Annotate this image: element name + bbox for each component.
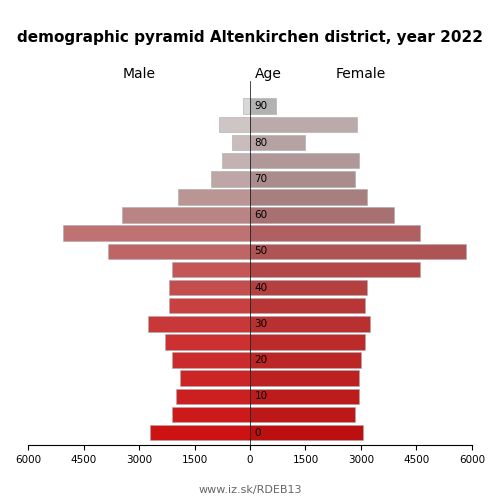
Bar bbox=[250, 171, 356, 186]
Text: 70: 70 bbox=[254, 174, 268, 184]
Bar bbox=[250, 116, 358, 132]
Bar bbox=[250, 388, 359, 404]
Text: 80: 80 bbox=[254, 138, 268, 147]
Text: Male: Male bbox=[122, 67, 156, 81]
Text: www.iz.sk/RDEB13: www.iz.sk/RDEB13 bbox=[198, 485, 302, 495]
Bar bbox=[150, 425, 250, 440]
Text: 50: 50 bbox=[254, 246, 268, 256]
Bar bbox=[250, 134, 306, 150]
Bar bbox=[232, 134, 250, 150]
Bar bbox=[250, 352, 361, 368]
Bar bbox=[250, 280, 366, 295]
Bar bbox=[250, 406, 356, 422]
Text: 30: 30 bbox=[254, 319, 268, 329]
Bar bbox=[165, 334, 250, 349]
Bar bbox=[63, 226, 250, 241]
Text: 0: 0 bbox=[254, 428, 261, 438]
Title: demographic pyramid Altenkirchen district, year 2022: demographic pyramid Altenkirchen distric… bbox=[17, 30, 483, 45]
Bar bbox=[168, 280, 250, 295]
Bar bbox=[122, 207, 250, 223]
Bar bbox=[250, 244, 466, 259]
Bar bbox=[172, 262, 250, 277]
Text: 10: 10 bbox=[254, 392, 268, 402]
Bar bbox=[222, 153, 250, 168]
Text: 20: 20 bbox=[254, 355, 268, 365]
Text: 40: 40 bbox=[254, 282, 268, 292]
Bar bbox=[250, 262, 420, 277]
Bar bbox=[250, 425, 363, 440]
Bar bbox=[250, 370, 359, 386]
Bar bbox=[108, 244, 250, 259]
Bar bbox=[178, 189, 250, 204]
Bar bbox=[250, 207, 394, 223]
Bar bbox=[242, 98, 250, 114]
Bar bbox=[250, 98, 276, 114]
Bar bbox=[176, 388, 250, 404]
Bar bbox=[168, 298, 250, 314]
Text: 60: 60 bbox=[254, 210, 268, 220]
Bar bbox=[172, 352, 250, 368]
Text: 90: 90 bbox=[254, 102, 268, 112]
Bar bbox=[250, 226, 420, 241]
Bar bbox=[250, 334, 364, 349]
Bar bbox=[250, 316, 370, 332]
Bar bbox=[148, 316, 250, 332]
Bar bbox=[250, 153, 359, 168]
Bar bbox=[172, 406, 250, 422]
Bar bbox=[218, 116, 250, 132]
Bar bbox=[250, 298, 364, 314]
Text: Female: Female bbox=[336, 67, 386, 81]
Bar bbox=[180, 370, 250, 386]
Bar bbox=[211, 171, 250, 186]
Text: Age: Age bbox=[254, 67, 281, 81]
Bar bbox=[250, 189, 366, 204]
